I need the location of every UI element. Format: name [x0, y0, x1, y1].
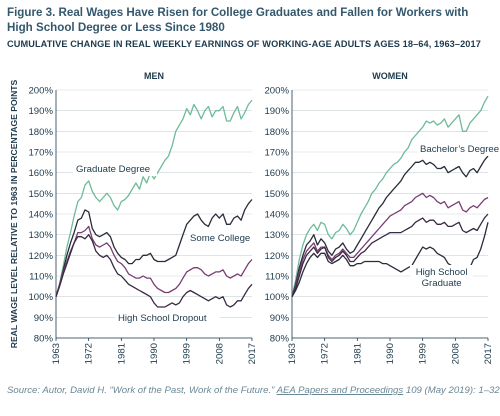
women-y-tick-label: 150% — [264, 189, 289, 200]
women-y-tick-label: 130% — [264, 230, 289, 241]
women-y-tick-label: 100% — [264, 292, 289, 303]
women-y-tick-label: 190% — [264, 106, 289, 117]
men-x-tick-label: 2017 — [247, 343, 258, 364]
women-y-tick-label: 120% — [264, 251, 289, 262]
men-y-tick-label: 170% — [28, 148, 53, 159]
men-label-bg — [115, 311, 220, 325]
men-y-tick-label: 200% — [28, 86, 53, 97]
women-x-tick-label: 1981 — [352, 343, 363, 364]
men-x-tick-label: 2008 — [214, 343, 225, 364]
men-x-tick-label: 1963 — [51, 343, 62, 364]
women-y-tick-label: 110% — [265, 272, 289, 283]
women-x-tick-label: 1972 — [320, 343, 331, 364]
men-label-bg — [187, 231, 256, 245]
men-y-tick-label: 190% — [28, 106, 53, 117]
source-publication[interactable]: AEA Papers and Proceedings — [276, 385, 404, 396]
figure-title: Figure 3. Real Wages Have Risen for Coll… — [7, 6, 469, 34]
men-x-tick-label: 1972 — [84, 343, 95, 364]
men-series-line — [55, 99, 253, 297]
men-y-tick-label: 150% — [28, 189, 53, 200]
men-series-line — [55, 234, 253, 308]
men-x-tick-label: 1990 — [149, 343, 160, 364]
men-series-label: High School Dropout — [118, 313, 207, 324]
men-panel-title: MEN — [144, 71, 164, 81]
men-y-tick-label: 140% — [28, 210, 53, 221]
women-series-label: Bachelor’s Degree — [420, 144, 499, 155]
women-x-tick-label: 1999 — [418, 343, 429, 364]
source-suffix: 109 (May 2019): 1–32. — [403, 385, 500, 396]
women-label-bg — [417, 142, 500, 156]
men-series-line — [55, 225, 253, 297]
women-series-line — [291, 155, 489, 297]
women-x-tick-label: 1963 — [287, 343, 298, 364]
women-series-label: Graduate — [422, 278, 462, 289]
men-y-tick-label: 90% — [34, 313, 54, 324]
men-y-tick-label: 120% — [28, 251, 53, 262]
men-label-bg — [73, 162, 157, 176]
men-series-label: Some College — [190, 233, 250, 244]
wage-chart: MEN 80% 90% 100% 110% 120% 130% 140% 150% 160% 170… — [9, 71, 500, 364]
women-y-tick-label: 180% — [264, 127, 289, 138]
women-x-tick-label: 2017 — [483, 343, 494, 364]
women-series-label: High School — [416, 267, 468, 278]
figure-subtitle: CUMULATIVE CHANGE IN REAL WEEKLY EARNING… — [7, 39, 481, 49]
women-y-tick-label: 160% — [264, 168, 289, 179]
men-x-tick-label: 1999 — [182, 343, 193, 364]
men-y-tick-label: 110% — [29, 272, 53, 283]
men-y-tick-label: 130% — [28, 230, 53, 241]
men-y-tick-label: 160% — [28, 168, 53, 179]
women-series-line — [291, 95, 489, 297]
men-y-tick-label: 180% — [28, 127, 53, 138]
women-y-tick-label: 80% — [270, 334, 290, 345]
men-x-tick-label: 1981 — [116, 343, 127, 364]
women-y-tick-label: 170% — [264, 148, 289, 159]
women-y-tick-label: 140% — [264, 210, 289, 221]
source-note: Source: Autor, David H. “Work of the Pas… — [7, 385, 500, 396]
women-label-bg — [410, 265, 474, 290]
source-prefix: Source: Autor, David H. “Work of the Pas… — [7, 385, 277, 396]
women-series-line — [291, 213, 489, 297]
men-series-label: Graduate Degree — [76, 164, 150, 175]
women-y-tick-label: 200% — [264, 86, 289, 97]
men-y-tick-label: 80% — [34, 334, 54, 345]
y-axis-title: REAL WAGE LEVEL RELATIVE TO 1963 IN PERC… — [9, 79, 19, 348]
men-series-line — [55, 199, 253, 297]
men-y-tick-label: 100% — [28, 292, 53, 303]
women-x-tick-label: 1990 — [385, 343, 396, 364]
women-x-tick-label: 2008 — [450, 343, 461, 364]
women-y-tick-label: 90% — [270, 313, 290, 324]
women-panel-title: WOMEN — [372, 71, 408, 81]
